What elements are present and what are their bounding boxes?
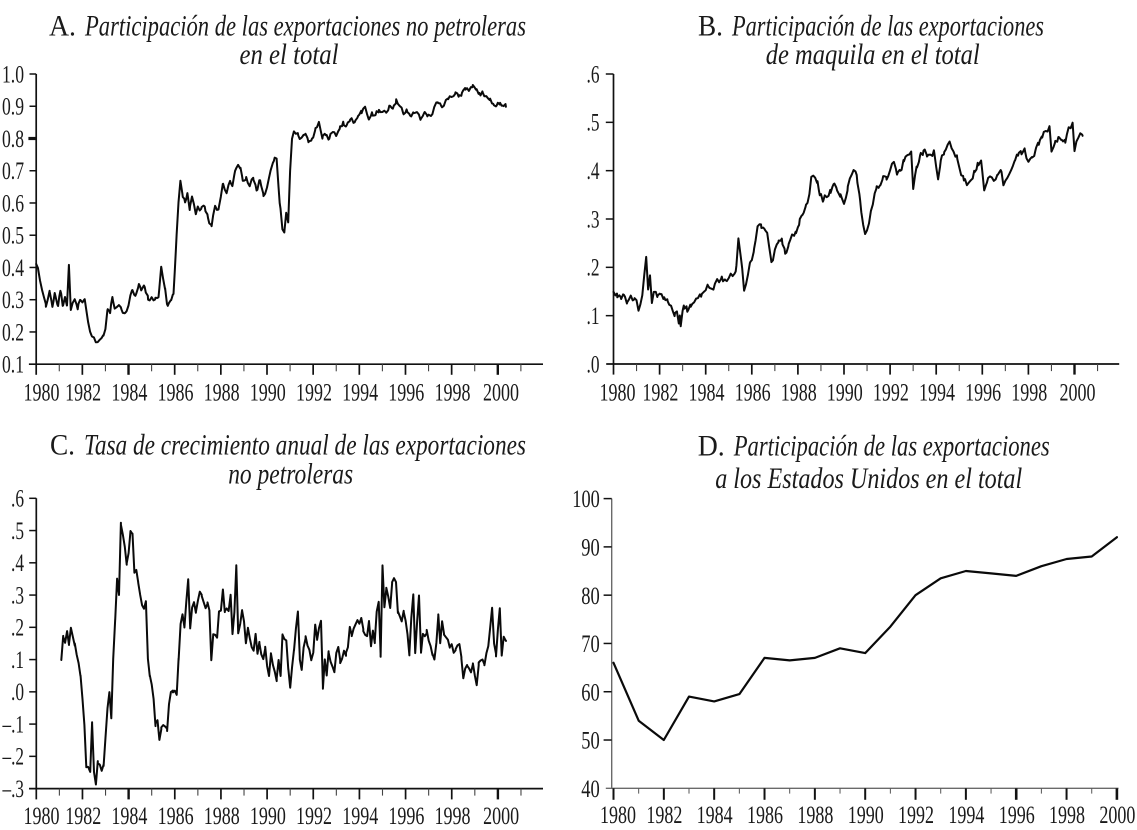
svg-text:de maquila en el total: de maquila en el total <box>766 38 980 71</box>
svg-text:Tasa de crecimiento anual de l: Tasa de crecimiento anual de las exporta… <box>84 429 526 462</box>
svg-text:C.: C. <box>50 429 75 462</box>
svg-text:80: 80 <box>581 583 600 610</box>
svg-text:1980: 1980 <box>600 802 636 825</box>
svg-text:1990: 1990 <box>250 803 286 825</box>
svg-text:70: 70 <box>581 631 600 658</box>
svg-text:1994: 1994 <box>342 380 378 407</box>
svg-text:1984: 1984 <box>111 380 147 407</box>
svg-text:2000: 2000 <box>483 803 519 825</box>
svg-text:.1: .1 <box>11 647 24 674</box>
svg-text:a los Estados Unidos en el tot: a los Estados Unidos en el total <box>715 462 1022 495</box>
svg-text:2000: 2000 <box>1099 802 1135 825</box>
svg-text:1980: 1980 <box>24 380 60 407</box>
svg-text:1982: 1982 <box>65 380 101 407</box>
svg-text:.2: .2 <box>11 615 24 642</box>
svg-text:.5: .5 <box>587 110 600 137</box>
svg-text:90: 90 <box>581 534 600 561</box>
svg-text:1996: 1996 <box>388 380 424 407</box>
svg-text:0.3: 0.3 <box>2 287 24 314</box>
svg-text:1994: 1994 <box>948 802 984 825</box>
svg-text:1996: 1996 <box>388 803 424 825</box>
svg-text:0.4: 0.4 <box>2 255 24 282</box>
svg-text:1986: 1986 <box>747 802 783 825</box>
svg-text:A.: A. <box>49 10 76 43</box>
svg-text:.3: .3 <box>11 582 24 609</box>
svg-text:no petroleras: no petroleras <box>228 458 353 491</box>
svg-text:.4: .4 <box>587 158 600 185</box>
svg-text:1998: 1998 <box>434 380 470 407</box>
svg-text:–.2: –.2 <box>2 744 24 771</box>
svg-text:.4: .4 <box>11 550 24 577</box>
svg-text:1998: 1998 <box>435 803 471 825</box>
svg-text:1988: 1988 <box>204 803 240 825</box>
svg-text:1982: 1982 <box>646 802 682 825</box>
svg-text:0.8: 0.8 <box>2 126 24 153</box>
svg-text:1996: 1996 <box>999 802 1035 825</box>
svg-text:1994: 1994 <box>919 380 955 407</box>
svg-text:1980: 1980 <box>600 380 636 407</box>
svg-text:2000: 2000 <box>483 380 519 407</box>
svg-text:1990: 1990 <box>250 380 286 407</box>
svg-text:Participación de las exportaci: Participación de las exportaciones <box>731 10 1044 43</box>
svg-text:1984: 1984 <box>111 803 147 825</box>
svg-text:0.5: 0.5 <box>2 223 24 250</box>
svg-text:–.3: –.3 <box>2 776 24 803</box>
svg-text:.0: .0 <box>587 351 600 378</box>
svg-text:1984: 1984 <box>697 802 733 825</box>
svg-text:D.: D. <box>698 430 725 463</box>
svg-text:Participación de las exportaci: Participación de las exportaciones <box>733 430 1050 463</box>
svg-text:.5: .5 <box>11 518 24 545</box>
svg-text:0.2: 0.2 <box>2 319 24 346</box>
svg-text:100: 100 <box>572 486 600 513</box>
svg-text:.3: .3 <box>587 206 600 233</box>
svg-text:1988: 1988 <box>204 380 240 407</box>
svg-text:.6: .6 <box>587 61 600 88</box>
svg-text:1986: 1986 <box>735 380 771 407</box>
svg-text:1994: 1994 <box>342 803 378 825</box>
svg-text:1982: 1982 <box>642 380 678 407</box>
svg-text:1986: 1986 <box>158 803 194 825</box>
svg-text:0.9: 0.9 <box>2 94 24 121</box>
svg-text:1998: 1998 <box>1011 380 1047 407</box>
svg-text:B.: B. <box>698 10 723 43</box>
svg-text:1986: 1986 <box>157 380 193 407</box>
svg-text:.6: .6 <box>11 486 24 513</box>
svg-text:50: 50 <box>581 728 600 755</box>
svg-text:1996: 1996 <box>965 380 1001 407</box>
svg-text:1992: 1992 <box>296 380 332 407</box>
svg-text:1992: 1992 <box>296 803 332 825</box>
svg-text:–.1: –.1 <box>2 711 24 738</box>
svg-text:0.6: 0.6 <box>2 190 24 217</box>
svg-text:0.7: 0.7 <box>2 158 24 185</box>
svg-text:1984: 1984 <box>689 380 725 407</box>
svg-text:1992: 1992 <box>873 380 909 407</box>
svg-text:.1: .1 <box>587 303 600 330</box>
svg-text:.0: .0 <box>11 679 24 706</box>
svg-text:1982: 1982 <box>65 803 101 825</box>
svg-text:60: 60 <box>581 679 600 706</box>
svg-text:en el total: en el total <box>240 38 339 71</box>
svg-text:1988: 1988 <box>797 802 833 825</box>
svg-text:0.1: 0.1 <box>2 352 24 379</box>
svg-text:1992: 1992 <box>898 802 934 825</box>
svg-text:1998: 1998 <box>1049 802 1085 825</box>
svg-text:40: 40 <box>581 776 600 803</box>
svg-text:2000: 2000 <box>1060 380 1096 407</box>
svg-text:1980: 1980 <box>24 803 60 825</box>
svg-text:1.0: 1.0 <box>2 61 24 88</box>
svg-text:.2: .2 <box>587 255 600 282</box>
svg-text:Participación de las exportaci: Participación de las exportaciones no pe… <box>84 10 526 43</box>
svg-text:1988: 1988 <box>781 380 817 407</box>
svg-text:1990: 1990 <box>848 802 884 825</box>
svg-text:1990: 1990 <box>827 380 863 407</box>
